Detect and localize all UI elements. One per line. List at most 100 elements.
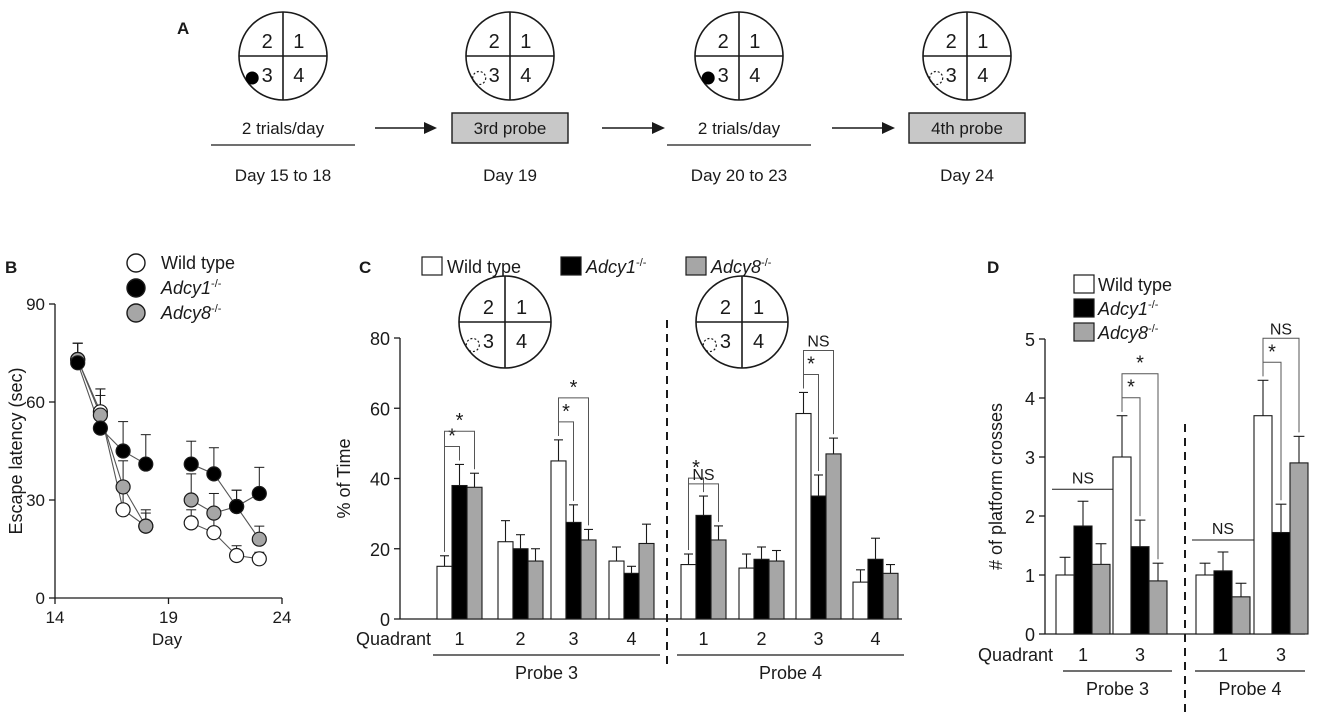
- legend-marker: [126, 253, 146, 273]
- x-tick-label: 19: [159, 608, 178, 627]
- category-label: 2: [756, 629, 766, 649]
- data-point: [251, 531, 267, 547]
- significance-label: *: [456, 410, 464, 432]
- removed-platform-icon: [472, 70, 487, 86]
- data-point: [251, 551, 267, 567]
- legend-swatch: [1073, 298, 1095, 318]
- y-axis-title: # of platform crosses: [986, 403, 1006, 570]
- legend-label: Adcy1-/-: [1097, 299, 1159, 319]
- bar: [1271, 531, 1291, 635]
- panel-letter: D: [987, 258, 999, 277]
- bar: [512, 548, 529, 620]
- panel-letter: B: [5, 258, 17, 277]
- bar: [550, 460, 567, 620]
- bar: [1231, 596, 1251, 635]
- significance-bracket: [688, 483, 719, 551]
- data-point: [183, 515, 199, 531]
- bar: [825, 453, 842, 620]
- series-line: [190, 522, 260, 560]
- category-label: 3: [1135, 645, 1145, 665]
- quadrant-number: 4: [749, 65, 760, 87]
- morris-water-maze-diagram: 2 13 4: [465, 11, 555, 101]
- legend-gene-name: Adcy8: [1097, 323, 1148, 343]
- quadrant-number: 3: [720, 331, 731, 353]
- quadrant-number: 1: [977, 31, 988, 53]
- y-tick-label: 30: [26, 491, 45, 510]
- legend-swatch: [1073, 274, 1095, 294]
- probe-label: 4th probe: [931, 119, 1003, 138]
- morris-water-maze-diagram: 2 13 4: [922, 11, 1012, 101]
- significance-label: NS: [692, 467, 714, 484]
- legend-label: Wild type: [161, 253, 235, 273]
- panel-c: C Wild type Adcy1-/- Adcy8-/-2 13 42 13 4020406…: [334, 256, 904, 683]
- legend-swatch: [685, 256, 707, 276]
- y-tick-label: 1: [1025, 566, 1035, 586]
- legend-label: Wild type: [1098, 275, 1172, 295]
- x-axis-title: Quadrant: [978, 645, 1053, 665]
- series-line: [77, 359, 147, 527]
- quadrant-number: 2: [489, 31, 500, 53]
- legend-marker: [126, 303, 146, 323]
- category-label: 1: [698, 629, 708, 649]
- data-point: [229, 547, 245, 564]
- trial-label: 2 trials/day: [242, 119, 325, 138]
- legend-label: Adcy1-/-: [160, 278, 222, 298]
- category-label: 1: [454, 629, 464, 649]
- significance-label: NS: [1270, 321, 1292, 338]
- category-label: 4: [870, 629, 880, 649]
- legend-label: Adcy8-/-: [710, 257, 772, 277]
- removed-platform-icon: [929, 70, 944, 86]
- data-point: [115, 443, 131, 459]
- day-label: Day 15 to 18: [235, 166, 331, 185]
- y-tick-label: 3: [1025, 448, 1035, 468]
- category-label: 3: [1276, 645, 1286, 665]
- bar: [638, 542, 655, 620]
- significance-label: *: [1136, 353, 1144, 375]
- legend-genotype-superscript: -/-: [211, 303, 222, 315]
- day-label: Day 24: [940, 166, 994, 185]
- probe-group-label: Probe 4: [759, 663, 822, 683]
- y-tick-label: 4: [1025, 389, 1035, 409]
- legend-gene-name: Adcy8: [710, 257, 761, 277]
- day-label: Day 19: [483, 166, 537, 185]
- bar: [852, 581, 869, 620]
- y-tick-label: 60: [370, 399, 390, 419]
- y-tick-label: 80: [370, 329, 390, 349]
- quadrant-number: 2: [718, 31, 729, 53]
- bar: [1091, 563, 1111, 635]
- y-tick-label: 0: [380, 610, 390, 630]
- significance-label: *: [692, 457, 700, 479]
- significance-label: *: [1268, 341, 1276, 363]
- data-point: [229, 498, 245, 515]
- legend-genotype-superscript: -/-: [211, 278, 222, 290]
- quadrant-number: 4: [293, 65, 304, 87]
- significance-label: NS: [1212, 521, 1234, 538]
- quadrant-number: 3: [946, 65, 957, 87]
- legend-swatch: [560, 256, 582, 276]
- significance-label: *: [807, 353, 815, 375]
- probe-label: 3rd probe: [474, 119, 547, 138]
- legend-label: Adcy8-/-: [1097, 323, 1159, 343]
- bar: [680, 564, 697, 620]
- panel-b: B 0 30 60 90 14 19 24 Day Escape latency (sec) Wil…: [5, 253, 291, 649]
- bar: [710, 539, 727, 620]
- platform-icon: [245, 71, 259, 85]
- arrow-head: [652, 122, 665, 134]
- quadrant-number: 3: [262, 65, 273, 87]
- y-tick-label: 5: [1025, 330, 1035, 350]
- quadrant-number: 2: [946, 31, 957, 53]
- data-point: [115, 502, 131, 518]
- bar: [1112, 456, 1132, 635]
- quadrant-number: 4: [753, 331, 764, 353]
- quadrant-number: 1: [753, 297, 764, 319]
- bar: [753, 558, 770, 620]
- quadrant-number: 4: [520, 65, 531, 87]
- trial-label: 2 trials/day: [698, 119, 781, 138]
- legend-marker: [126, 278, 146, 298]
- data-point: [138, 518, 154, 534]
- morris-water-maze-diagram: 2 13 4: [458, 275, 552, 369]
- series-line: [190, 463, 260, 508]
- bar: [1253, 415, 1273, 635]
- bar: [795, 412, 812, 620]
